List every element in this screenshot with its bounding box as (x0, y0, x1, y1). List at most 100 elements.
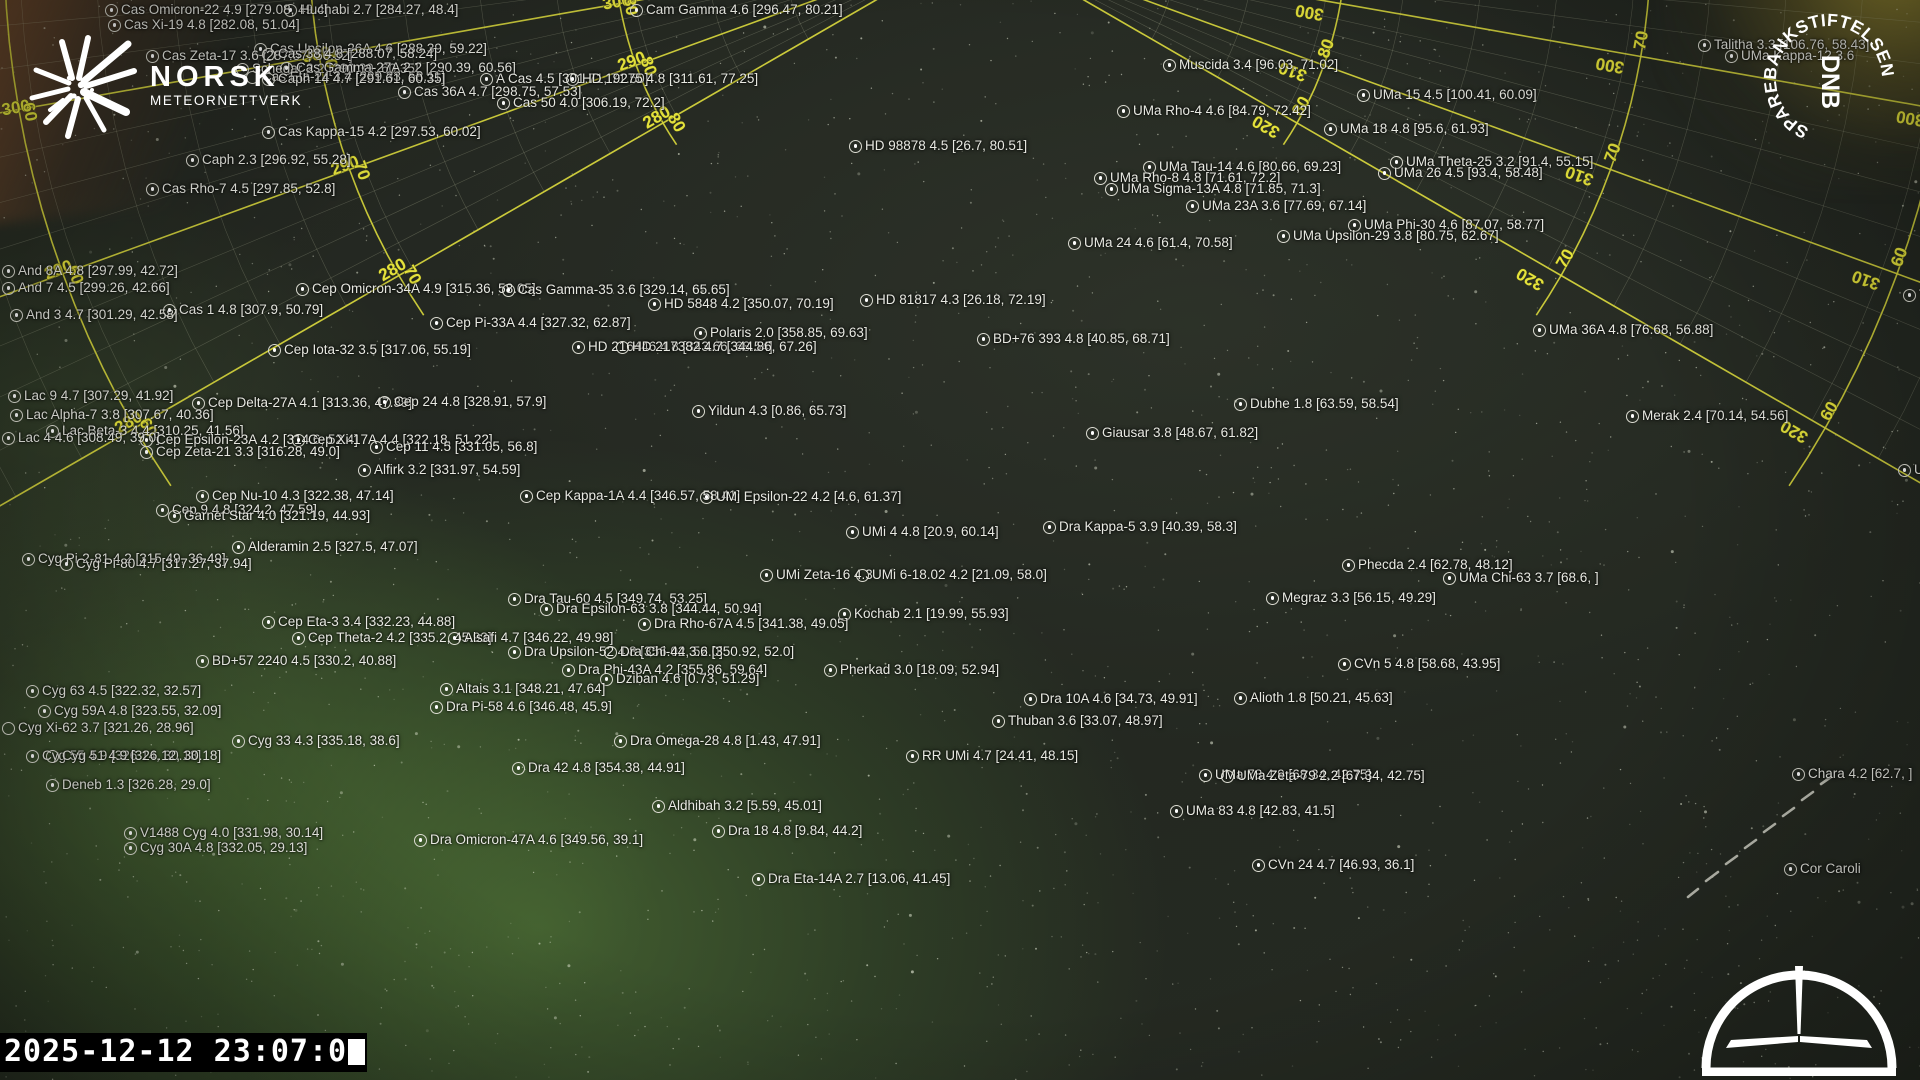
star-label[interactable]: Cas Xi-19 4.8 [282.08, 51.04] (108, 18, 300, 32)
star-label[interactable]: Dra Tau-60 4.5 [349.74, 53.25] (508, 592, 707, 606)
star-label[interactable]: Cep Nu-10 4.3 [322.38, 47.14] (196, 489, 394, 503)
star-label[interactable]: Ta (1903, 288, 1920, 302)
star-label[interactable]: Cyg 33 4.3 [335.18, 38.6] (232, 734, 400, 748)
star-label[interactable]: Cep Eta-3 3.4 [332.23, 44.88] (262, 615, 455, 629)
star-label[interactable]: And 8A 4.8 [297.99, 42.72] (2, 264, 178, 278)
star-label[interactable]: BD+76 393 4.8 [40.85, 68.71] (977, 332, 1170, 346)
star-label[interactable]: Polaris 2.0 [358.85, 69.63] (694, 326, 868, 340)
star-label[interactable]: Dra 18 4.8 [9.84, 44.2] (712, 824, 862, 838)
star-label[interactable]: UMa 18 4.8 [95.6, 61.93] (1324, 122, 1489, 136)
star-label[interactable]: And 7 4.5 [299.26, 42.66] (2, 281, 170, 295)
star-label[interactable]: Cor Caroli (1784, 862, 1861, 876)
star-label[interactable]: Cep 11 4.5 [331.05, 56.8] (370, 440, 537, 454)
star-label[interactable]: Pherkad 3.0 [18.09, 52.94] (824, 663, 999, 677)
star-label[interactable]: Cas 36A 4.7 [298.75, 57.53] (398, 85, 581, 99)
star-label[interactable]: Dra Epsilon-63 3.8 [344.44, 50.94] (540, 602, 762, 616)
star-label[interactable]: Alioth 1.8 [50.21, 45.63] (1234, 691, 1393, 705)
star-label[interactable]: Chara 4.2 [62.7, ] (1792, 767, 1912, 781)
star-label[interactable]: UMa Rho-4 4.6 [84.79, 72.42] (1117, 104, 1311, 118)
star-label[interactable]: Cep Xi-17A 4.4 [322.18, 51.22] (292, 433, 493, 447)
star-label[interactable]: Cep Pi-33A 4.4 [327.32, 62.87] (430, 316, 631, 330)
star-label[interactable]: Megraz 3.3 [56.15, 49.29] (1266, 591, 1436, 605)
star-label[interactable]: UMa Tau-14 4.6 [80.66, 69.23] (1143, 160, 1341, 174)
star-label[interactable]: UMa 83 4.8 [42.83, 41.5] (1170, 804, 1335, 818)
star-label[interactable]: Muscida 3.4 [96.03, 71.02] (1163, 58, 1338, 72)
star-label[interactable]: UMa 26 4.5 [93.4, 58.48] (1378, 166, 1543, 180)
star-label[interactable]: Lac Beta-3 4.4 [310.25, 41.56] (46, 424, 244, 438)
star-label[interactable]: Dra Chi-44 3.6 [350.92, 52.0] (604, 645, 794, 659)
star-label[interactable]: UMa Sigma-13A 4.8 [71.85, 71.3] (1105, 182, 1321, 196)
star-label[interactable]: Yildun 4.3 [0.86, 65.73] (692, 404, 846, 418)
star-label[interactable]: Caph 2.3 [296.92, 55.28] (186, 153, 351, 167)
star-label[interactable]: Cyg 59A 4.8 [323.55, 32.09] (38, 704, 221, 718)
star-label[interactable]: Dziban 4.6 [0.73, 51.29] (600, 672, 759, 686)
star-label[interactable]: Dra Phi-43A 4.2 [355.86, 59.64] (562, 663, 767, 677)
star-label[interactable]: Dra 10A 4.6 [34.73, 49.91] (1024, 692, 1198, 706)
star-label[interactable]: Cyg Pi-2-81 4.2 [315.49, 36.49] (22, 552, 226, 566)
star-label[interactable]: HD 216446 4.8 [343.66, 68.54] (572, 340, 773, 354)
star-label[interactable]: Cam Gamma 4.6 [296.47, 80.21] (630, 3, 843, 17)
star-label[interactable]: Lac Alpha-7 3.8 [307.67, 40.36] (10, 408, 214, 422)
star-label[interactable]: Dra Rho-67A 4.5 [341.38, 49.05] (638, 617, 848, 631)
star-label[interactable]: UMa Theta-25 3.2 [91.4, 55.15] (1390, 155, 1593, 169)
star-label[interactable]: Cas Gamma-35 3.6 [329.14, 65.65] (502, 283, 730, 297)
star-label[interactable]: Giausar 3.8 [48.67, 61.82] (1086, 426, 1258, 440)
star-label[interactable]: UMa 15 4.5 [100.41, 60.09] (1357, 88, 1537, 102)
star-label[interactable]: Lac 4 4.6 [308.49, 39.0] (2, 431, 160, 445)
star-label[interactable]: Cep Omicron-34A 4.9 [315.36, 58.05] (296, 282, 536, 296)
star-label[interactable]: Merak 2.4 [70.14, 54.56] (1626, 409, 1788, 423)
star-label[interactable]: CVn 5 4.8 [58.68, 43.95] (1338, 657, 1500, 671)
star-label[interactable]: Cep Kappa-1A 4.4 [346.57, 58.41] (520, 489, 740, 503)
star-label[interactable]: Kochab 2.1 [19.99, 55.93] (838, 607, 1009, 621)
star-label[interactable]: Dra Pi-58 4.6 [346.48, 45.9] (430, 700, 612, 714)
star-label[interactable]: Dra 42 4.8 [354.38, 44.91] (512, 761, 685, 775)
star-label[interactable]: Alfirk 3.2 [331.97, 54.59] (358, 463, 520, 477)
star-label[interactable]: UMa Rho-8 4.8 [71.61, 72.2] (1094, 171, 1280, 185)
star-label[interactable]: Altais 3.1 [348.21, 47.64] (440, 682, 605, 696)
star-label[interactable]: UMi 4 4.8 [20.9, 60.14] (846, 525, 999, 539)
star-label[interactable]: CVn 24 4.7 [46.93, 36.1] (1252, 858, 1414, 872)
star-label[interactable]: And 3 4.7 [301.29, 42.58] (10, 308, 178, 322)
star-label[interactable]: Cyg Pi-80 4.7 [317.27, 37.94] (60, 557, 252, 571)
star-label[interactable]: Cyg 30A 4.8 [332.05, 29.13] (124, 841, 307, 855)
star-label[interactable]: HD 81817 4.3 [26.18, 72.19] (860, 293, 1046, 307)
star-label[interactable]: Huchabi 2.7 [284.27, 48.4] (284, 3, 458, 17)
star-label[interactable]: Cep Iota-32 3.5 [317.06, 55.19] (268, 343, 471, 357)
star-label[interactable]: Cas Zeta-17 3.6 [287.57, 56.52] (146, 49, 353, 63)
star-label[interactable]: Cas 1 4.8 [307.9, 50.79] (163, 303, 323, 317)
star-label[interactable]: Dra Omega-28 4.8 [1.43, 47.91] (614, 734, 821, 748)
star-label[interactable]: UMa Kappa-12 3.6 (1725, 49, 1854, 63)
star-label[interactable]: Cas Gamma-27A 2.2 [290.39, 60.56] (280, 61, 516, 75)
star-label[interactable]: V1488 Cyg 4.0 [331.98, 30.14] (124, 826, 323, 840)
star-label[interactable]: UMa Zeta-79 2.2 [67.34, 42.75] (1221, 769, 1425, 783)
star-label[interactable]: Dra Upsilon-52 4.8 [356.02, 52.0] (508, 645, 723, 659)
star-label[interactable]: Cas Kappa-15 4.2 [297.53, 60.02] (262, 125, 481, 139)
star-label[interactable]: UMi Epsilon-22 4.2 [4.6, 61.37] (700, 490, 901, 504)
star-label[interactable]: Cyg 55 4.9 [326.14, 30.18] (26, 749, 201, 763)
star-label[interactable]: Caph 14 4.7 [291.61, 60.35] (262, 72, 445, 86)
star-label[interactable]: UMa 24 4.6 [61.4, 70.58] (1068, 236, 1233, 250)
star-label[interactable]: UMa Upsilon-29 3.8 [80.75, 62.67] (1277, 229, 1499, 243)
star-label[interactable]: HD 5848 4.2 [350.07, 70.19] (648, 297, 834, 311)
star-label[interactable]: Cas 50 4.0 [306.19, 72.2] (497, 96, 665, 110)
star-label[interactable]: UMa Phi-30 4.6 [87.07, 58.77] (1348, 218, 1544, 232)
star-label[interactable]: Garnet Star 4.0 [321.19, 44.93] (168, 509, 370, 523)
star-label[interactable]: Cas Eta-24 3.4 [289.33, 58.11] (246, 70, 445, 84)
star-label[interactable]: UMa Chi-63 3.7 [68.6, ] (1443, 571, 1599, 585)
star-label[interactable]: UMa 78 4.9 [68.34, 42.75] (1199, 768, 1371, 782)
star-label[interactable]: HD 19275 4.8 [311.61, 77.25] (566, 72, 758, 86)
star-label[interactable]: Lac 9 4.7 [307.29, 41.92] (8, 389, 173, 403)
star-label[interactable]: Cep Theta-2 4.2 [335.2, 45.93] (292, 631, 492, 645)
star-label[interactable]: Phecda 2.4 [62.78, 48.12] (1342, 558, 1513, 572)
star-label[interactable]: Dra Omicron-47A 4.6 [349.56, 39.1] (414, 833, 643, 847)
star-label[interactable]: UMi Zeta-16 4.3 (760, 568, 873, 582)
star-label[interactable]: BD+57 2240 4.5 [330.2, 40.88] (196, 654, 396, 668)
star-label[interactable]: Dubhe 1.8 [63.59, 58.54] (1234, 397, 1399, 411)
star-label[interactable]: Cyg 63 4.5 [322.32, 32.57] (26, 684, 201, 698)
star-label[interactable]: UMa 23A 3.6 [77.69, 67.14] (1186, 199, 1366, 213)
star-label[interactable]: HD 98878 4.5 [26.7, 80.51] (849, 139, 1027, 153)
allsky-dome-gauge-icon[interactable] (1694, 952, 1904, 1076)
star-label[interactable]: Cas 38 4.8 [288.07, 58.24] (262, 47, 437, 61)
star-label[interactable]: Dra Eta-14A 2.7 [13.06, 41.45] (752, 872, 950, 886)
star-label[interactable]: Talitha 3.3 [106.76, 58.43] (1698, 38, 1869, 52)
